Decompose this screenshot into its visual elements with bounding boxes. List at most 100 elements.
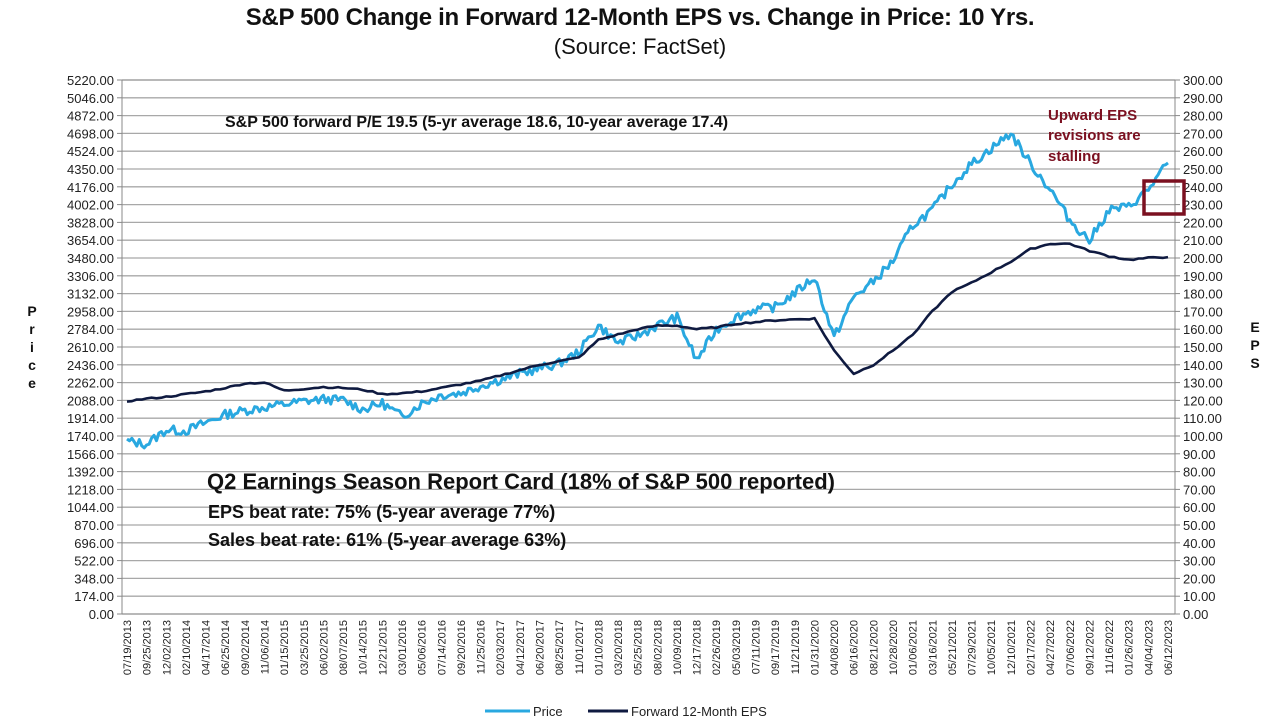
x-tick-label: 05/21/2021 [947, 620, 959, 675]
y-left-tick-label: 2958.00 [67, 304, 114, 319]
x-tick-label: 01/26/2023 [1124, 620, 1136, 675]
y-right-tick-label: 290.00 [1183, 91, 1223, 106]
x-tick-label: 01/15/2015 [279, 620, 291, 675]
legend-price-label: Price [533, 704, 563, 719]
x-tick-label: 02/26/2019 [711, 620, 723, 675]
y-left-tick-label: 0.00 [89, 607, 114, 622]
y-left-tick-label: 870.00 [74, 518, 114, 533]
y-right-tick-label: 150.00 [1183, 340, 1223, 355]
y-left-label-letter: c [28, 357, 36, 373]
y-right-tick-label: 260.00 [1183, 144, 1223, 159]
y-right-tick-label: 180.00 [1183, 287, 1223, 302]
y-left-label-letter: i [30, 339, 34, 355]
y-right-tick-label: 30.00 [1183, 554, 1216, 569]
y-right-tick-label: 270.00 [1183, 126, 1223, 141]
x-tick-label: 08/02/2018 [652, 620, 664, 675]
x-tick-label: 06/25/2014 [220, 620, 232, 675]
x-tick-label: 07/19/2013 [122, 620, 134, 675]
y-left-tick-label: 4872.00 [67, 109, 114, 124]
x-tick-label: 05/06/2016 [417, 620, 429, 675]
x-tick-label: 09/02/2014 [240, 620, 252, 675]
y-left-tick-label: 3132.00 [67, 287, 114, 302]
x-tick-label: 01/10/2018 [593, 620, 605, 675]
x-tick-label: 03/01/2016 [397, 620, 409, 675]
x-tick-label: 04/08/2020 [829, 620, 841, 675]
y-left-tick-label: 1392.00 [67, 465, 114, 480]
y-left-tick-label: 2784.00 [67, 322, 114, 337]
y-left-tick-label: 5046.00 [67, 91, 114, 106]
y-left-tick-label: 3480.00 [67, 251, 114, 266]
x-tick-label: 09/20/2016 [456, 620, 468, 675]
x-tick-label: 11/01/2017 [574, 620, 586, 674]
x-tick-label: 04/04/2023 [1143, 620, 1155, 675]
y-right-tick-label: 0.00 [1183, 607, 1208, 622]
y-right-tick-label: 140.00 [1183, 358, 1223, 373]
x-tick-label: 11/25/2016 [476, 620, 488, 674]
x-tick-label: 07/06/2022 [1065, 620, 1077, 675]
x-tick-label: 09/17/2019 [770, 620, 782, 675]
y-right-tick-label: 240.00 [1183, 180, 1223, 195]
y-axis-left-label: Price [27, 303, 36, 391]
y-right-tick-label: 60.00 [1183, 500, 1216, 515]
y-left-tick-label: 2436.00 [67, 358, 114, 373]
y-right-tick-label: 170.00 [1183, 304, 1223, 319]
x-tick-label: 10/09/2018 [672, 620, 684, 675]
x-tick-label: 05/25/2018 [633, 620, 645, 675]
y-left-label-letter: P [27, 303, 36, 319]
y-left-tick-label: 4176.00 [67, 180, 114, 195]
x-tick-label: 06/02/2015 [318, 620, 330, 675]
sales-beat-rate: Sales beat rate: 61% (5-year average 63%… [208, 530, 566, 550]
y-right-tick-label: 200.00 [1183, 251, 1223, 266]
stalling-annotation-line-3: stalling [1048, 148, 1101, 165]
stalling-annotation-line-1: Upward EPS [1048, 107, 1137, 124]
x-tick-label: 04/17/2014 [201, 620, 213, 675]
y-left-tick-label: 348.00 [74, 571, 114, 586]
price-series-line [126, 132, 1169, 450]
y-left-tick-label: 2088.00 [67, 393, 114, 408]
y-left-tick-label: 4350.00 [67, 162, 114, 177]
legend: Price Forward 12-Month EPS [485, 704, 767, 719]
y-right-tick-label: 300.00 [1183, 73, 1223, 88]
x-tick-label: 06/16/2020 [849, 620, 861, 675]
y-left-tick-label: 3306.00 [67, 269, 114, 284]
stalling-highlight-box [1142, 179, 1186, 216]
y-axis-left: 5220.00 5046.00 4872.00 4698.00 4524.00 4350.… [67, 73, 122, 622]
y-right-tick-label: 70.00 [1183, 482, 1216, 497]
x-axis: 07/19/2013 09/25/2013 12/02/2013 02/10/2014… [122, 620, 1175, 675]
x-tick-label: 08/25/2017 [554, 620, 566, 675]
y-right-tick-label: 90.00 [1183, 447, 1216, 462]
y-left-tick-label: 5220.00 [67, 73, 114, 88]
x-tick-label: 10/14/2015 [358, 620, 370, 675]
gridlines [122, 79, 1175, 615]
eps-beat-rate: EPS beat rate: 75% (5-year average 77%) [208, 502, 555, 522]
chart-title: S&P 500 Change in Forward 12-Month EPS v… [245, 4, 1035, 31]
x-tick-label: 03/20/2018 [613, 620, 625, 675]
y-right-tick-label: 230.00 [1183, 198, 1223, 213]
y-left-tick-label: 4524.00 [67, 144, 114, 159]
y-left-tick-label: 174.00 [74, 589, 114, 604]
y-right-label-letter: P [1250, 337, 1259, 353]
x-tick-label: 08/07/2015 [338, 620, 350, 675]
x-tick-label: 07/29/2021 [967, 620, 979, 675]
pe-annotation: S&P 500 forward P/E 19.5 (5-yr average 1… [225, 114, 728, 131]
y-left-tick-label: 1566.00 [67, 447, 114, 462]
x-tick-label: 02/10/2014 [181, 620, 193, 675]
y-left-tick-label: 1218.00 [67, 482, 114, 497]
y-right-tick-label: 40.00 [1183, 536, 1216, 551]
x-tick-label: 06/20/2017 [534, 620, 546, 675]
chart-subtitle: (Source: FactSet) [553, 34, 727, 59]
x-tick-label: 12/17/2018 [692, 620, 704, 675]
legend-eps-label: Forward 12-Month EPS [631, 704, 767, 719]
x-tick-label: 11/06/2014 [259, 620, 271, 674]
y-right-tick-label: 120.00 [1183, 393, 1223, 408]
series-lines [126, 132, 1169, 450]
x-tick-label: 12/21/2015 [377, 620, 389, 675]
x-tick-label: 07/11/2019 [751, 620, 763, 674]
x-tick-label: 04/27/2022 [1045, 620, 1057, 675]
x-tick-label: 06/12/2023 [1163, 620, 1175, 675]
y-left-tick-label: 2262.00 [67, 376, 114, 391]
y-left-label-letter: e [28, 375, 36, 391]
y-left-tick-label: 3654.00 [67, 233, 114, 248]
y-left-tick-label: 1914.00 [67, 411, 114, 426]
